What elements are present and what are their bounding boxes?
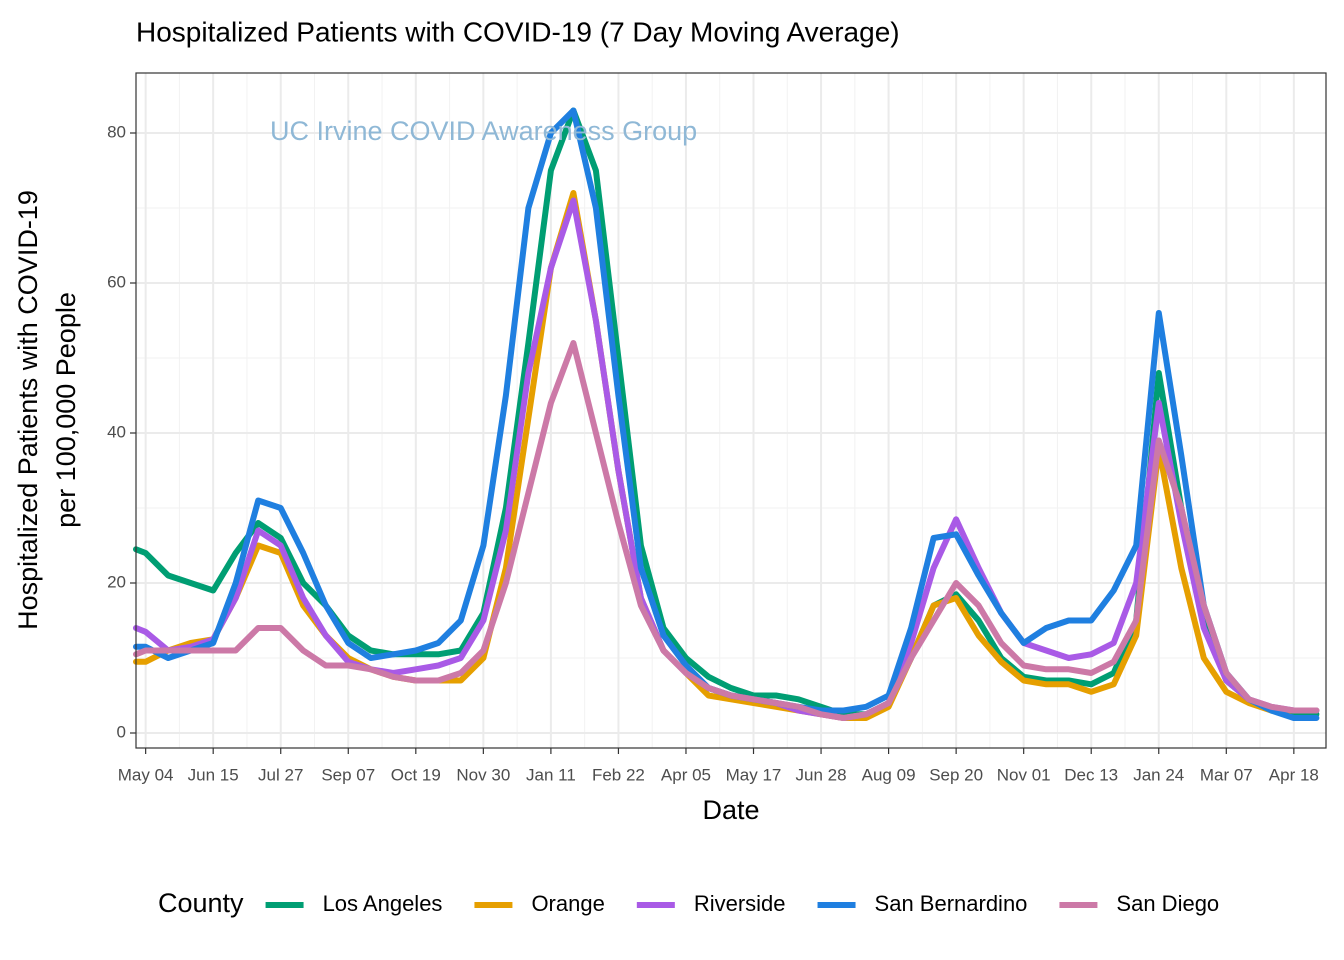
x-tick-label: Feb 22 — [592, 765, 645, 784]
y-tick-label: 60 — [107, 272, 126, 291]
legend-title: County — [158, 888, 244, 918]
x-tick-label: Jan 11 — [526, 765, 576, 784]
chart-title: Hospitalized Patients with COVID-19 (7 D… — [136, 16, 900, 47]
x-tick-label: Sep 20 — [929, 765, 983, 784]
x-tick-label: Jan 24 — [1133, 765, 1184, 784]
x-tick-label: Dec 13 — [1064, 765, 1118, 784]
panel-border — [135, 72, 1327, 749]
x-tick-label: May 04 — [118, 765, 174, 784]
x-tick-label: Apr 18 — [1269, 765, 1319, 784]
y-axis-title: per 100,000 People — [51, 292, 81, 528]
x-tick-label: Mar 07 — [1200, 765, 1253, 784]
series-line — [133, 340, 1320, 721]
x-tick-label: Apr 05 — [661, 765, 711, 784]
legend-label: San Bernardino — [875, 891, 1028, 916]
x-axis-title: Date — [702, 795, 759, 825]
legend-label: Los Angeles — [323, 891, 443, 916]
x-tick-label: Jun 28 — [796, 765, 847, 784]
legend-label: San Diego — [1116, 891, 1219, 916]
lines — [133, 107, 1320, 721]
y-axis-title: Hospitalized Patients with COVID-19 — [13, 190, 43, 630]
x-tick-label: Nov 01 — [997, 765, 1051, 784]
y-tick-label: 80 — [107, 122, 126, 141]
x-tick-label: Nov 30 — [456, 765, 510, 784]
y-tick-label: 0 — [117, 722, 126, 741]
annotation: UC Irvine COVID Awareness Group — [270, 116, 697, 146]
y-tick-label: 40 — [107, 422, 126, 441]
x-tick-label: May 17 — [726, 765, 782, 784]
x-tick-label: Jul 27 — [258, 765, 303, 784]
x-tick-label: Sep 07 — [321, 765, 375, 784]
x-tick-label: Jun 15 — [188, 765, 239, 784]
legend: County Los Angeles Orange Riverside San Ber… — [158, 888, 1219, 918]
x-tick-label: Aug 09 — [862, 765, 916, 784]
legend-label: Orange — [531, 891, 604, 916]
x-tick-label: Oct 19 — [391, 765, 441, 784]
legend-label: Riverside — [694, 891, 786, 916]
y-tick-label: 20 — [107, 572, 126, 591]
